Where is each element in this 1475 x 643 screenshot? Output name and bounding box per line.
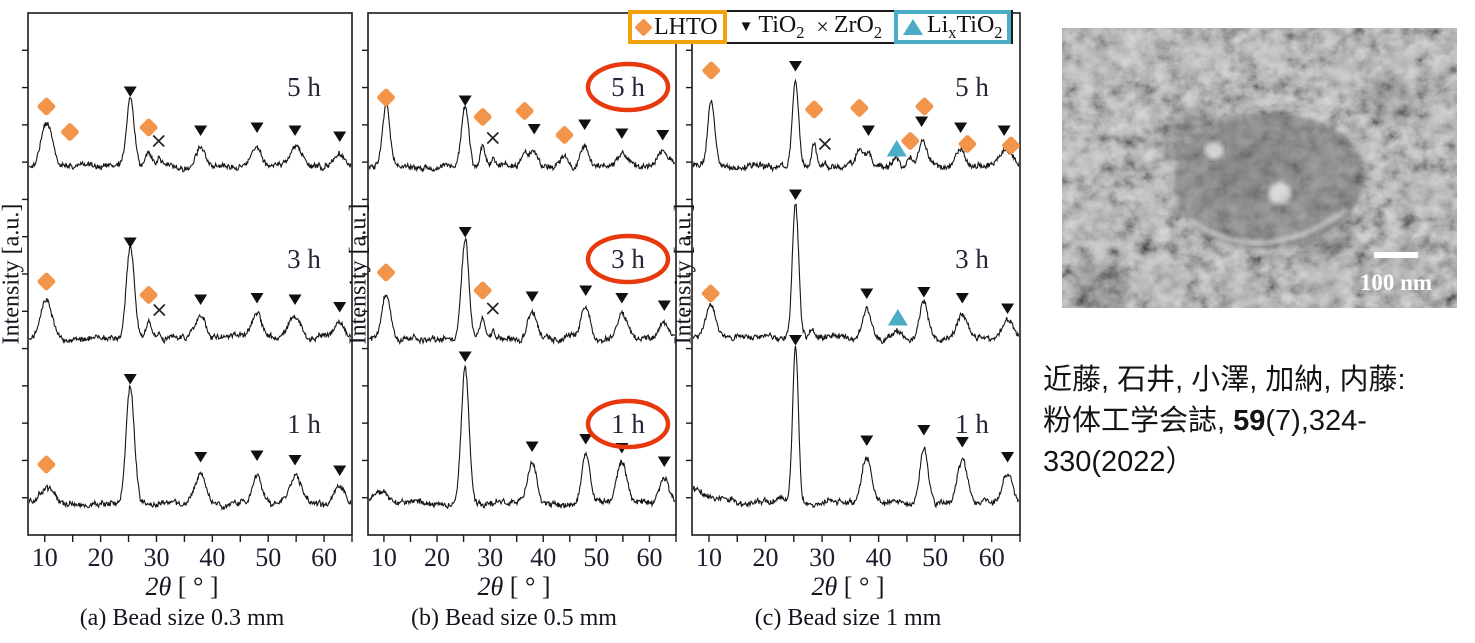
x-axis-label-a: 2θ [ ° ]	[145, 572, 219, 601]
phase-legend: LHTO ▼ TiO2 × ZrO2 LixTiO2	[628, 10, 1014, 44]
svg-text:5 h: 5 h	[287, 72, 321, 102]
svg-text:1 h: 1 h	[611, 409, 645, 439]
svg-text:60: 60	[979, 543, 1005, 572]
legend-item-lixtio2: LixTiO2	[893, 10, 1012, 44]
scale-bar-label: 100 nm	[1360, 270, 1432, 295]
svg-text:60: 60	[636, 543, 662, 572]
svg-text:20: 20	[424, 543, 450, 572]
x-axis-label-b: 2θ [ ° ]	[477, 572, 551, 601]
y-axis-label-b: Intensity [a.u.]	[345, 203, 372, 345]
caption-panel-c: (c) Bead size 1 mm	[754, 605, 942, 631]
svg-text:3 h: 3 h	[955, 244, 989, 274]
legend-tio2-label: TiO2	[758, 11, 805, 42]
lhto-diamond-icon	[634, 17, 653, 37]
legend-item-lhto: LHTO	[628, 10, 727, 44]
svg-text:5 h: 5 h	[611, 72, 645, 102]
citation: 近藤, 石井, 小澤, 加納, 内藤: 粉体工学会誌, 59(7),324- 3…	[1043, 360, 1473, 484]
svg-text:60: 60	[311, 543, 337, 572]
xrd-plot-c: 10 20 30 40 50 60 1 h 3 h 5 h	[686, 12, 1021, 572]
svg-text:1 h: 1 h	[955, 409, 989, 439]
legend-zro2-label: ZrO2	[833, 11, 882, 42]
xrd-plot-a: 10 20 30 40 50 60 1 h 3 h 5 h	[22, 12, 353, 572]
legend-item-zro2: × ZrO2	[816, 12, 882, 42]
citation-line2: 粉体工学会誌, 59(7),324-	[1043, 405, 1367, 438]
tio2-triangle-icon: ▼	[738, 18, 754, 35]
caption-panel-a: (a) Bead size 0.3 mm	[79, 605, 285, 631]
lixtio2-triangle-icon	[902, 19, 923, 35]
svg-text:5 h: 5 h	[955, 72, 989, 102]
svg-text:3 h: 3 h	[611, 244, 645, 274]
legend-item-tio2: ▼ TiO2	[739, 12, 805, 42]
x-axis-label-c: 2θ [ ° ]	[811, 572, 885, 601]
y-axis-label-a: Intensity [a.u.]	[0, 203, 25, 345]
svg-text:10: 10	[32, 543, 58, 572]
svg-text:20: 20	[753, 543, 779, 572]
svg-text:20: 20	[88, 543, 114, 572]
legend-lixtio2-label: LixTiO2	[926, 11, 1003, 42]
svg-text:50: 50	[255, 543, 281, 572]
svg-text:30: 30	[143, 543, 169, 572]
svg-text:10: 10	[696, 543, 722, 572]
scale-bar	[1374, 252, 1418, 258]
y-axis-label-c: Intensity [a.u.]	[670, 203, 697, 345]
svg-text:40: 40	[530, 543, 556, 572]
sem-image: 100 nm	[1062, 28, 1457, 308]
svg-text:10: 10	[371, 543, 397, 572]
caption-panel-b: (b) Bead size 0.5 mm	[411, 605, 617, 631]
svg-text:30: 30	[809, 543, 835, 572]
svg-text:30: 30	[477, 543, 503, 572]
legend-lhto-label: LHTO	[654, 13, 718, 40]
svg-text:3 h: 3 h	[287, 244, 321, 274]
svg-text:50: 50	[922, 543, 948, 572]
svg-text:1 h: 1 h	[287, 409, 321, 439]
citation-volume: 59	[1233, 405, 1266, 438]
svg-text:40: 40	[866, 543, 892, 572]
svg-text:40: 40	[199, 543, 225, 572]
citation-line3: 330(2022）	[1043, 446, 1195, 479]
xrd-plot-b: 10 20 30 40 50 60 1 h 3 h 5 h	[362, 12, 677, 572]
citation-line1: 近藤, 石井, 小澤, 加納, 内藤:	[1043, 364, 1406, 396]
svg-text:50: 50	[583, 543, 609, 572]
zro2-cross-icon: ×	[816, 14, 829, 39]
